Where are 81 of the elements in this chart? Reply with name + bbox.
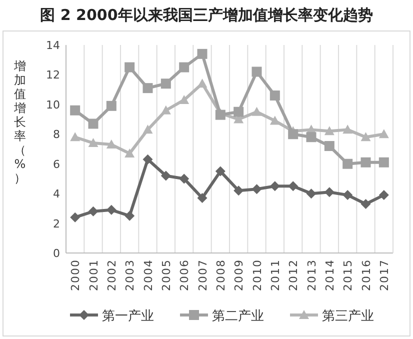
point <box>142 83 153 94</box>
x-tick-label: 2010 <box>250 259 264 291</box>
x-tick-label: 2017 <box>378 259 391 291</box>
point <box>197 48 208 59</box>
x-tick-label: 2005 <box>160 259 173 291</box>
point <box>324 141 334 152</box>
x-tick-label: 2008 <box>214 259 228 291</box>
point <box>160 170 171 181</box>
point <box>306 188 316 199</box>
point <box>360 198 371 209</box>
point <box>106 140 116 149</box>
point <box>124 148 135 158</box>
point <box>88 206 98 216</box>
y-tick-label: 12 <box>46 68 60 82</box>
point <box>197 78 208 88</box>
point <box>70 105 80 116</box>
x-tick-label: 2002 <box>105 259 118 291</box>
point <box>88 118 98 129</box>
x-tick-label: 2001 <box>87 259 100 291</box>
point <box>252 184 262 194</box>
point <box>160 78 171 89</box>
y-tick-label: 2 <box>53 217 60 230</box>
x-tick-label: 2000 <box>69 259 82 291</box>
point <box>142 154 153 164</box>
point <box>288 129 298 140</box>
point <box>378 157 389 168</box>
x-tick-label: 2004 <box>142 259 155 291</box>
chart-title: 图 2 2000年以来我国三产增加值增长率变化趋势 <box>40 6 373 24</box>
point <box>360 132 371 142</box>
y-tick-label: 14 <box>46 39 60 52</box>
x-tick-label: 2009 <box>232 259 246 291</box>
point <box>252 106 262 116</box>
point <box>378 129 389 138</box>
point <box>234 106 244 117</box>
point <box>306 132 316 142</box>
x-tick-label: 2016 <box>360 259 373 291</box>
point <box>215 166 226 176</box>
point <box>342 158 353 169</box>
point <box>342 190 353 200</box>
x-tick-label: 2003 <box>124 259 137 291</box>
point <box>288 181 298 192</box>
y-tick-label: 0 <box>53 247 60 260</box>
legend-label: 第三产业 <box>322 309 374 324</box>
x-tick-label: 2006 <box>178 259 192 291</box>
point <box>124 210 135 221</box>
legend-label: 第二产业 <box>212 309 264 324</box>
point <box>252 66 262 77</box>
text: 增加值增长率（%） <box>14 59 26 185</box>
point <box>106 204 116 215</box>
x-tick-label: 2011 <box>268 259 282 291</box>
point <box>88 138 98 148</box>
point <box>70 132 80 142</box>
point <box>270 116 280 125</box>
point <box>324 126 334 136</box>
x-tick-label: 2013 <box>305 259 318 291</box>
y-tick-label: 6 <box>53 158 60 171</box>
point <box>124 62 135 72</box>
y-tick-label: 8 <box>53 128 60 142</box>
x-tick-label: 2015 <box>342 259 355 291</box>
point <box>142 124 153 134</box>
x-tick-label: 2014 <box>323 259 336 291</box>
y-tick-label: 10 <box>46 98 60 112</box>
point <box>179 94 190 104</box>
point <box>197 193 208 204</box>
point <box>179 62 190 72</box>
point <box>215 110 226 120</box>
legend-label: 第一产业 <box>102 309 154 324</box>
y-tick-label: 4 <box>53 188 60 201</box>
point <box>234 186 244 196</box>
point <box>106 100 116 111</box>
point <box>179 174 190 184</box>
point <box>378 190 389 200</box>
x-tick-label: 2007 <box>196 259 210 291</box>
x-tick-label: 2012 <box>287 259 300 291</box>
point <box>360 157 371 168</box>
point <box>342 124 353 134</box>
point <box>270 90 280 101</box>
point <box>270 181 280 192</box>
point <box>324 187 334 198</box>
point <box>160 105 171 114</box>
point <box>70 212 80 222</box>
